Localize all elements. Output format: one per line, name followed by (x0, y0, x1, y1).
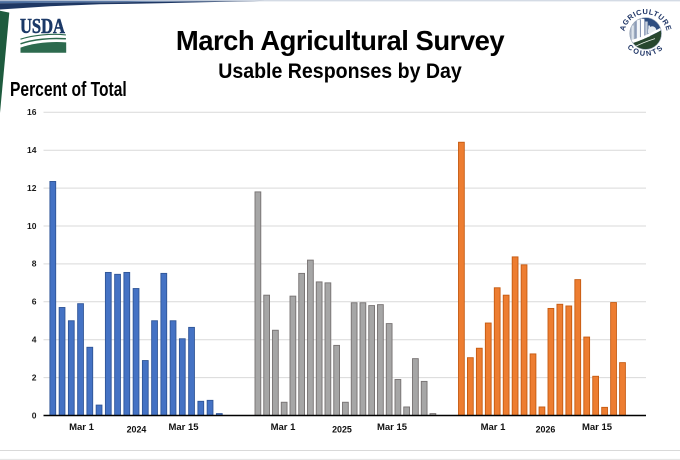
svg-text:Mar 15: Mar 15 (582, 422, 613, 433)
svg-text:0: 0 (32, 410, 37, 420)
svg-text:2026: 2026 (536, 425, 556, 435)
svg-text:2: 2 (32, 372, 37, 382)
svg-text:8: 8 (32, 259, 37, 269)
svg-text:2025: 2025 (332, 425, 352, 435)
svg-text:6: 6 (32, 297, 37, 307)
svg-text:14: 14 (27, 145, 37, 155)
svg-text:Mar 1: Mar 1 (481, 422, 507, 433)
svg-text:Mar 1: Mar 1 (271, 422, 297, 433)
svg-text:12: 12 (27, 183, 37, 193)
svg-text:10: 10 (27, 221, 37, 231)
svg-text:16: 16 (27, 107, 37, 117)
svg-text:4: 4 (32, 335, 37, 345)
svg-text:Mar 15: Mar 15 (168, 422, 199, 433)
svg-text:2024: 2024 (127, 425, 147, 435)
svg-text:Mar 1: Mar 1 (69, 422, 95, 433)
svg-text:Mar 15: Mar 15 (377, 422, 408, 433)
